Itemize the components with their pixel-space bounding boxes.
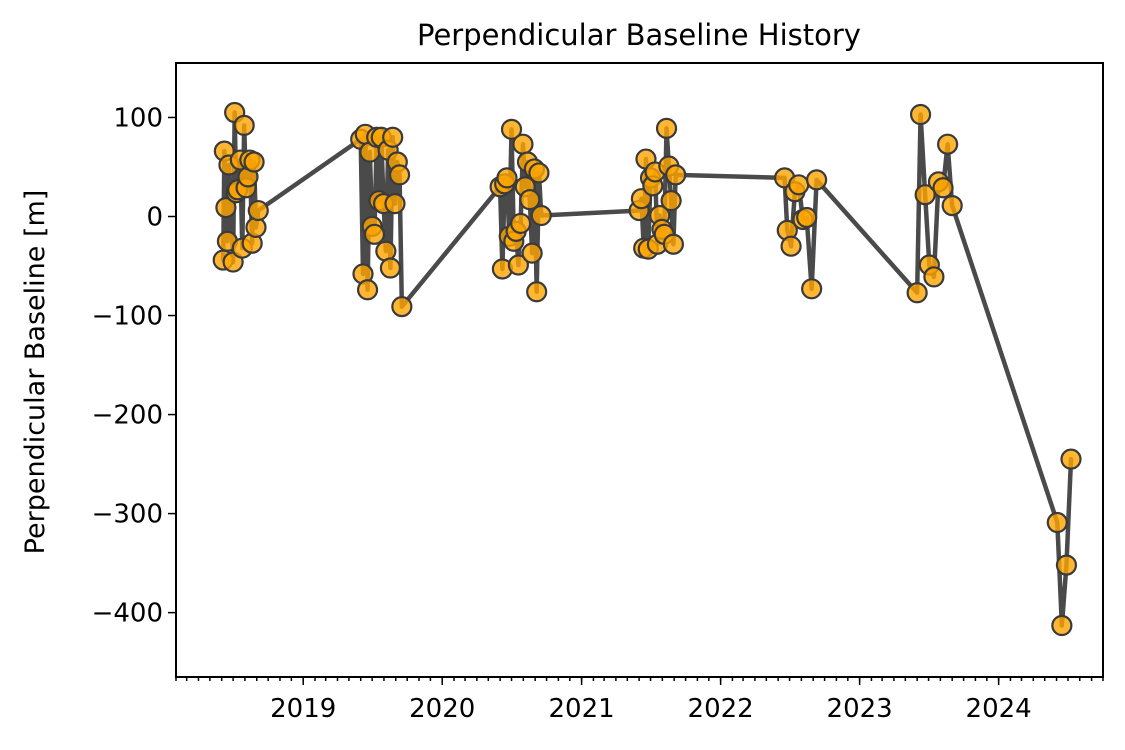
data-point [363,223,386,245]
data-point [382,126,404,148]
data-point [510,212,532,235]
x-tick-label: 2023 [827,694,893,724]
x-tick-label: 2022 [688,694,754,724]
plot-area [212,101,1082,637]
data-point [247,199,269,222]
data-point [932,177,954,199]
data-point [526,281,548,303]
data-point [788,174,810,196]
data-point [662,233,685,255]
data-point [500,118,523,140]
data-point [507,254,529,276]
data-point [909,103,932,126]
data-point [496,167,518,189]
y-tick-label: −400 [92,599,163,629]
y-tick-label: −100 [92,302,163,332]
data-point [1051,614,1073,637]
data-point [655,117,678,139]
data-point [665,164,687,186]
y-tick-label: 0 [146,203,163,233]
x-tick-label: 2019 [270,694,336,724]
data-point [528,162,550,184]
data-point [519,189,541,211]
data-point [660,190,682,212]
data-point [233,114,255,136]
data-point [243,151,265,173]
data-point [780,235,802,257]
data-point [796,206,818,229]
data-point [1046,511,1068,534]
axis-ticks: 100 0 −100 −200 −300 −400 2019 2020 2021 2022 2023… [92,103,1104,724]
y-tick-label: 100 [113,103,163,133]
data-point [941,195,963,217]
y-axis-label: Perpendicular Baseline [m] [20,190,51,555]
series-points [212,101,1082,637]
y-tick-label: −300 [92,500,163,530]
data-point [923,266,945,288]
data-point [937,133,959,155]
data-point [356,279,379,301]
x-tick-label: 2021 [549,694,615,724]
data-point [914,184,936,206]
data-point [1055,554,1078,576]
data-point [512,133,534,155]
data-point [379,257,402,279]
plot-frame [175,62,1104,678]
data-point [805,169,828,191]
x-tick-label: 2020 [409,694,475,724]
data-point [801,278,823,300]
data-point [391,296,413,318]
data-point [384,193,406,215]
data-point [215,196,237,219]
data-point [388,164,411,186]
data-point [906,282,928,304]
data-point [521,242,543,264]
y-tick-label: −200 [92,401,163,431]
chart-title: Perpendicular Baseline History [417,18,861,52]
x-tick-label: 2024 [966,694,1032,724]
data-point [1060,448,1082,470]
data-point [530,204,552,227]
